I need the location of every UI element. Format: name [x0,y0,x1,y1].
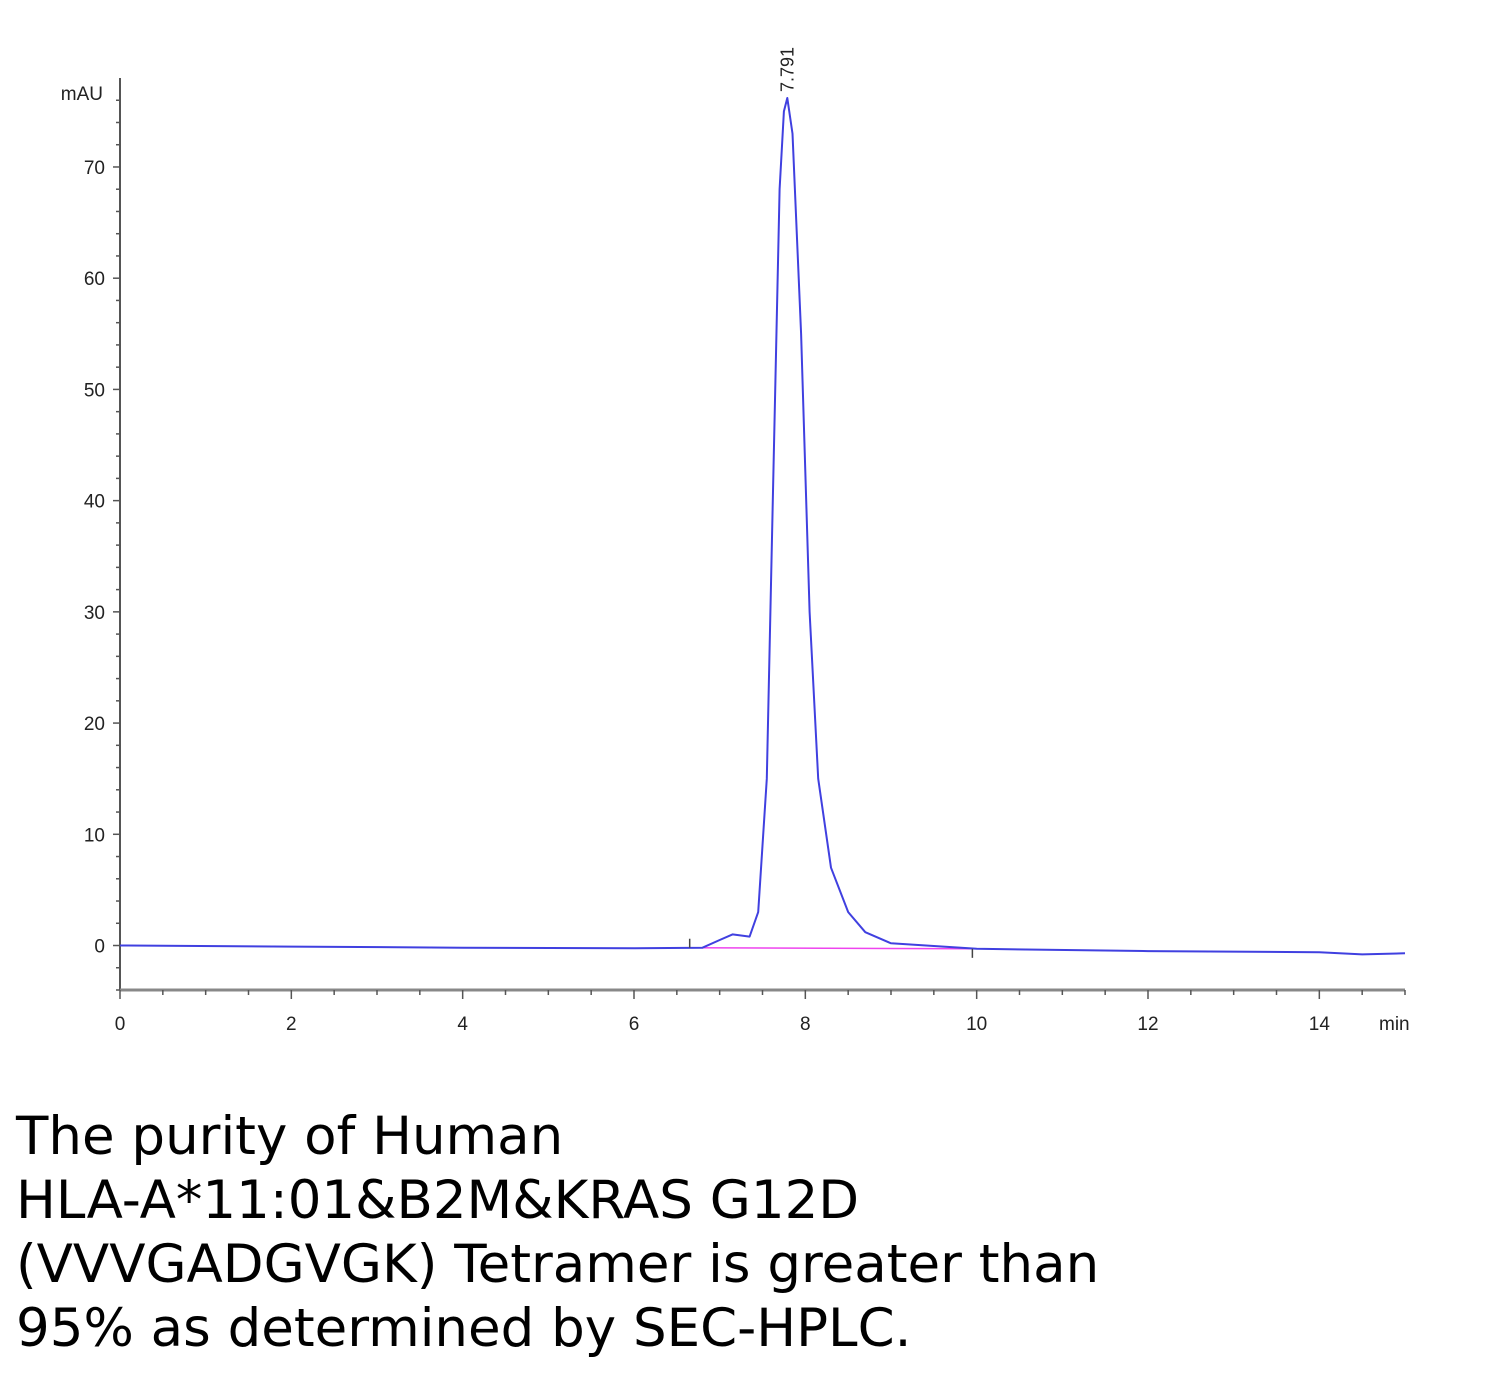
x-tick-label: 8 [800,1014,811,1035]
x-tick-label: 14 [1309,1014,1331,1035]
x-tick-label: 2 [286,1014,297,1035]
signal-trace [119,97,1406,956]
y-tick-label: 20 [84,714,105,735]
peak-label: 7.791 [777,47,797,92]
x-tick-label: 6 [629,1014,640,1035]
figure-caption: The purity of Human HLA-A*11:01&B2M&KRAS… [16,1105,1316,1361]
y-tick-label: 60 [84,269,105,290]
chromatogram-chart: 0 10 20 30 40 50 60 70 0 2 4 6 8 10 12 14 7.791 mAU min [61,47,1410,1035]
x-axis-label: min [1379,1014,1410,1035]
y-axis-label: mAU [61,84,103,105]
y-tick-label: 30 [84,603,105,624]
y-tick-label: 50 [84,380,105,401]
integration-baseline [689,946,973,950]
y-tick-label: 70 [84,158,105,179]
x-tick-label: 4 [457,1014,468,1035]
plot-area: 7.791 [119,47,1406,958]
caption-line: The purity of Human [16,1106,564,1167]
x-tick-label: 10 [966,1014,987,1035]
caption-line: HLA-A*11:01&B2M&KRAS G12D [16,1170,860,1231]
x-tick-label: 0 [115,1014,126,1035]
y-tick-label: 0 [94,937,105,958]
caption-line: 95% as determined by SEC-HPLC. [16,1298,912,1359]
axes: 0 10 20 30 40 50 60 70 0 2 4 6 8 10 12 14 [84,78,1406,1035]
caption-line: (VVVGADGVGK) Tetramer is greater than [16,1234,1100,1295]
y-tick-label: 40 [84,492,105,513]
y-tick-label: 10 [84,825,105,846]
x-tick-label: 12 [1137,1014,1158,1035]
